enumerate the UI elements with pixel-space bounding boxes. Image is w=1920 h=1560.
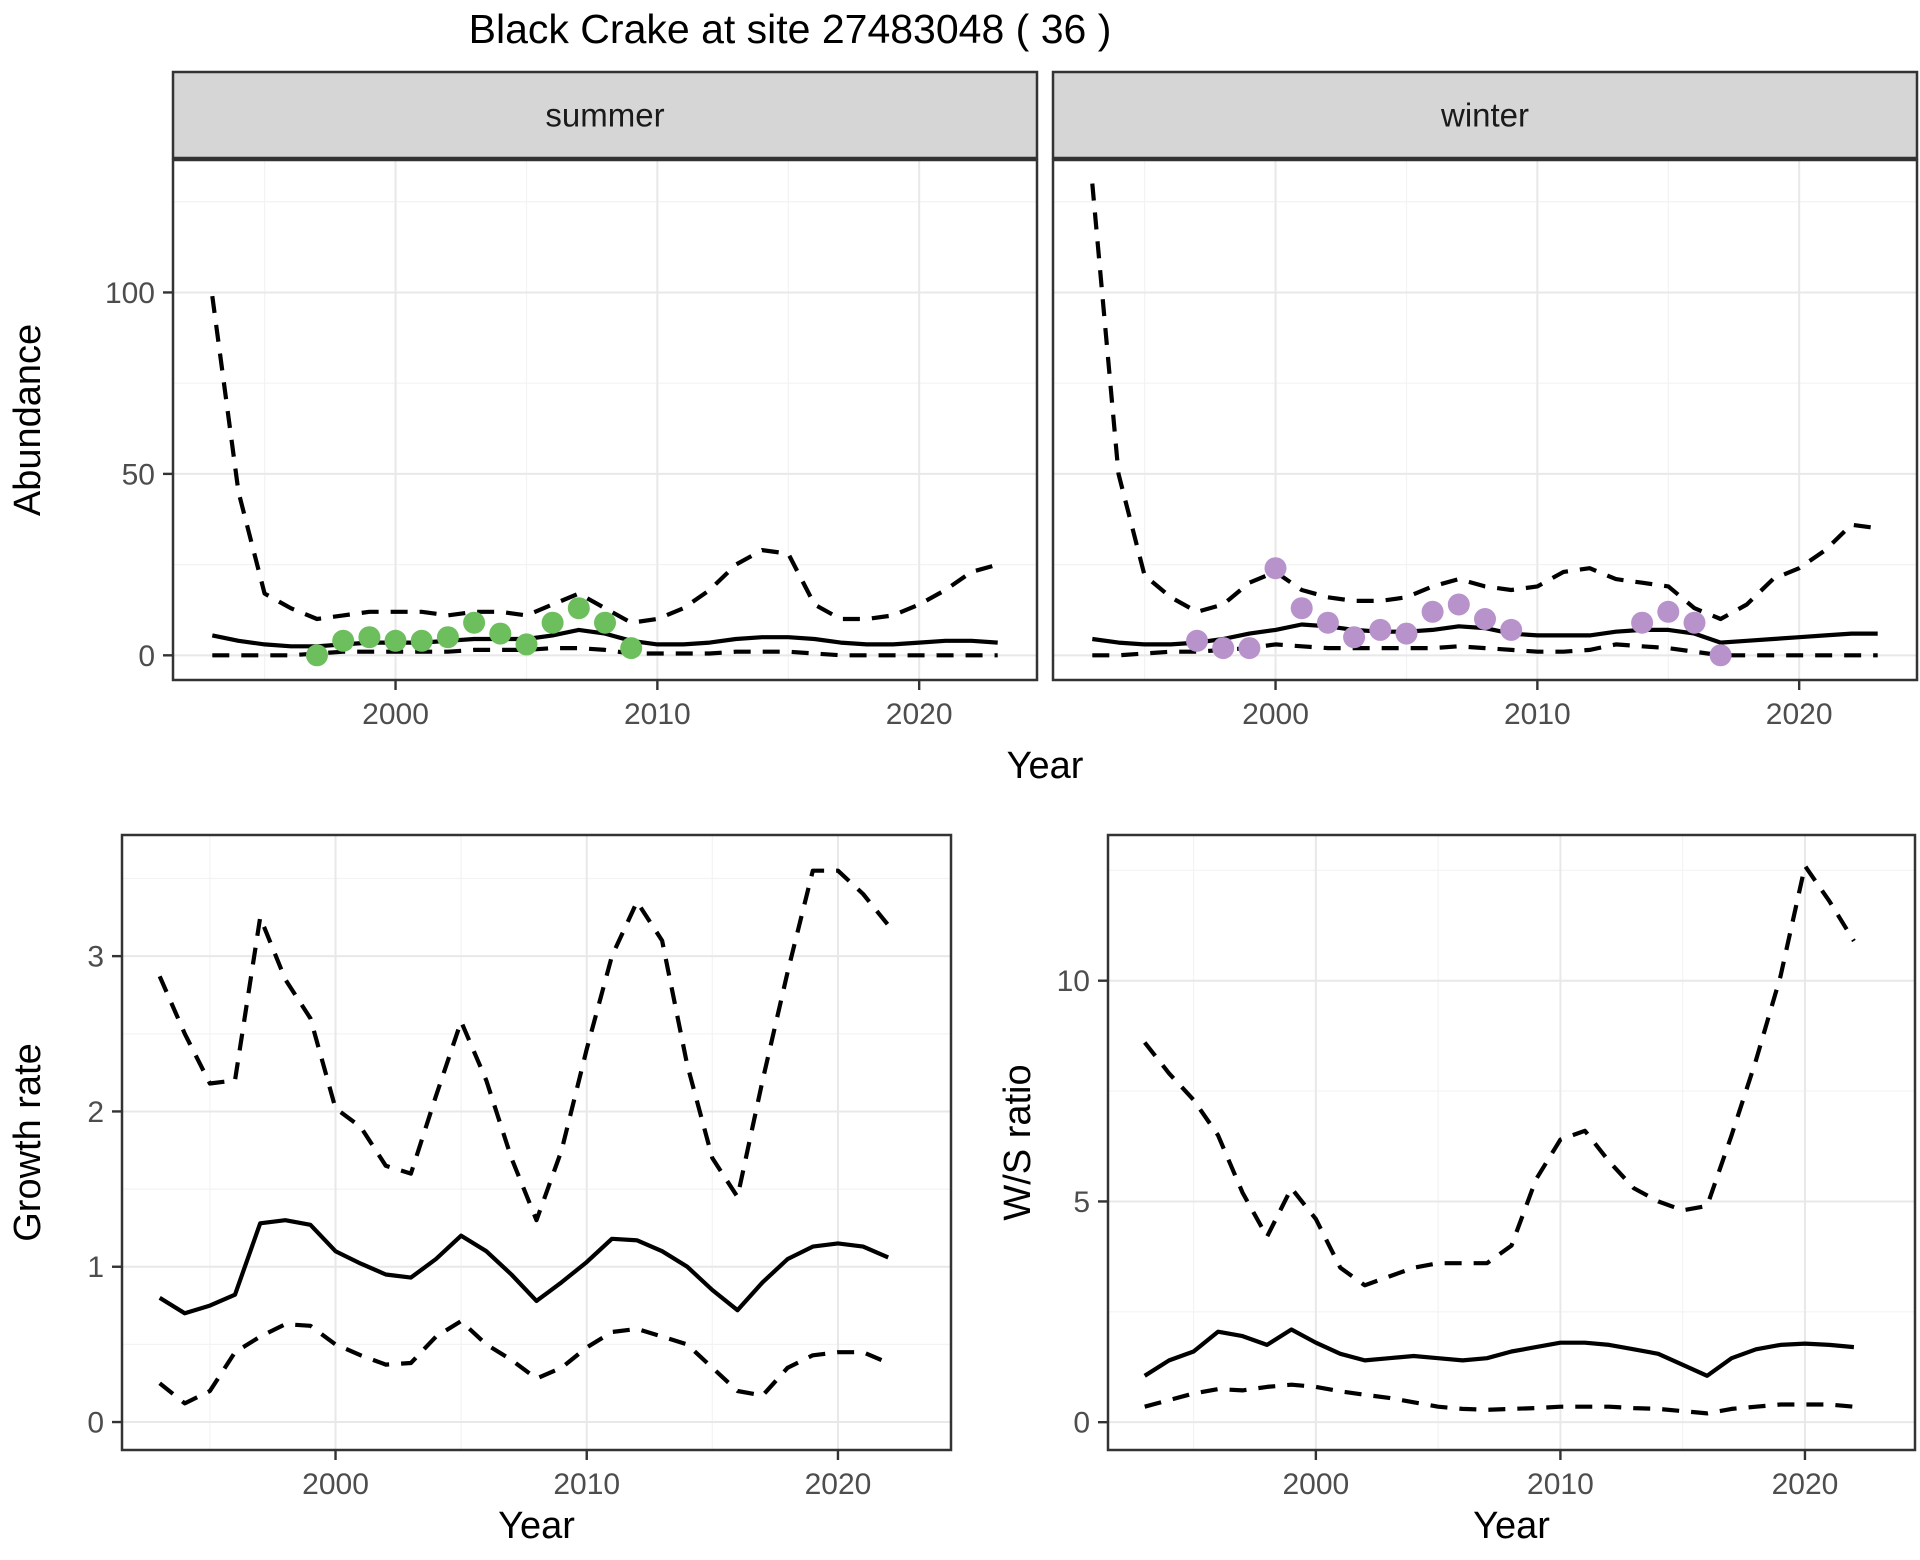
grid-major [122, 835, 951, 1450]
y-axis-title: Abundance [7, 324, 49, 516]
data-point [1290, 597, 1313, 620]
x-tick-label: 2000 [1282, 1468, 1349, 1501]
x-tick-label: 2020 [1772, 1468, 1839, 1501]
panel-border [171, 158, 1039, 682]
data-point [384, 629, 407, 652]
x-axis-title: Year [498, 1505, 575, 1547]
ci_upper-line [210, 295, 999, 625]
data-point [1709, 644, 1732, 667]
x-tick-label: 2020 [1766, 698, 1833, 731]
x-axis-title: Year [1473, 1505, 1550, 1547]
x-tick-label: 2000 [362, 698, 429, 731]
facet-strip [171, 70, 1039, 160]
panel-growth-rate: 2000 2010 2020 0 1 2 3 Growth rate Year [7, 833, 953, 1547]
x-tick-label: 2010 [553, 1468, 620, 1501]
x-tick-label: 2010 [1504, 698, 1571, 731]
y-tick-label: 5 [1073, 1186, 1090, 1219]
data-point [489, 622, 512, 645]
x-axis-ticks: 2000 2010 2020 [1282, 1450, 1838, 1501]
panel-background [1108, 835, 1915, 1450]
data-point [567, 597, 590, 620]
data-point [1395, 622, 1418, 645]
y-tick-label: 100 [105, 277, 155, 310]
x-tick-label: 2000 [1242, 698, 1309, 731]
x-tick-label: 2000 [302, 1468, 369, 1501]
data-point [1500, 618, 1523, 641]
data-point [1447, 593, 1470, 616]
data-point [1264, 557, 1287, 580]
data-point [515, 633, 538, 656]
y-axis-ticks: 0 1 2 3 [87, 941, 122, 1440]
grid-minor [122, 835, 951, 1450]
y-tick-label: 0 [87, 1407, 104, 1440]
y-tick-label: 0 [138, 640, 155, 673]
y-tick-label: 3 [87, 941, 104, 974]
data-point [541, 611, 564, 634]
panel-abundance-winter: winter 2000 2010 2020 [1051, 70, 1919, 731]
data-point [1343, 626, 1366, 649]
data-point [1316, 611, 1339, 634]
x-axis-ticks: 2000 2010 2020 [362, 680, 953, 731]
ci_lower-line [158, 1319, 890, 1406]
data-point [332, 629, 355, 652]
ci_upper-line [1090, 183, 1878, 622]
panel-border [1106, 833, 1917, 1452]
data-point [1631, 611, 1654, 634]
data-point [410, 629, 433, 652]
data-point [358, 626, 381, 649]
panel-border [1051, 158, 1919, 682]
panel-background [122, 835, 951, 1450]
grid-minor [1108, 835, 1915, 1450]
observed-counts-winter [1186, 557, 1732, 667]
y-tick-label: 50 [122, 458, 155, 491]
x-tick-label: 2010 [624, 698, 691, 731]
x-axis-ticks: 2000 2010 2020 [1242, 680, 1833, 731]
facet-strip [1051, 70, 1919, 160]
shared-x-axis-title: Year [1007, 745, 1084, 787]
x-tick-label: 2020 [805, 1468, 872, 1501]
y-tick-label: 10 [1057, 965, 1090, 998]
data-point [1369, 618, 1392, 641]
ci_upper-line [157, 868, 890, 1223]
y-axis-title: Growth rate [7, 1043, 49, 1242]
panel-ws-ratio: 2000 2010 2020 0 5 10 W/S ratio Year [997, 833, 1917, 1547]
panel-background [1053, 160, 1917, 680]
data-point [306, 644, 328, 667]
data-point [594, 611, 616, 634]
data-point [1474, 608, 1496, 630]
data-point [463, 611, 486, 634]
data-point [1212, 637, 1235, 660]
y-tick-label: 2 [87, 1096, 104, 1129]
data-point [1657, 600, 1680, 623]
fit-line [158, 1218, 890, 1316]
facet-strip-label: winter [1440, 97, 1529, 134]
data-point [620, 637, 643, 660]
y-tick-label: 0 [1073, 1407, 1090, 1440]
y-tick-label: 1 [87, 1251, 104, 1284]
panel-border [120, 833, 953, 1452]
x-tick-label: 2020 [886, 698, 953, 731]
x-tick-label: 2010 [1527, 1468, 1594, 1501]
observed-counts-summer [306, 597, 643, 667]
y-axis-ticks: 0 50 100 [105, 277, 173, 673]
panel-background [173, 160, 1037, 680]
data-point [1238, 637, 1261, 660]
x-axis-ticks: 2000 2010 2020 [302, 1450, 871, 1501]
facet-strip-label: summer [545, 97, 664, 134]
fit-line [1143, 1327, 1855, 1378]
data-point [1186, 629, 1208, 652]
data-point [436, 626, 459, 649]
grid-minor [1053, 160, 1917, 680]
y-axis-title: W/S ratio [997, 1064, 1039, 1220]
ci_lower-line [1144, 1382, 1855, 1416]
y-axis-ticks: 0 5 10 [1057, 965, 1108, 1440]
grid-minor [173, 160, 1037, 680]
page-title: Black Crake at site 27483048 ( 36 ) [468, 6, 1112, 52]
panel-abundance-summer: summer 2000 2010 2020 0 50 100 Abundance [7, 70, 1039, 731]
data-point [1683, 611, 1706, 634]
data-point [1421, 600, 1444, 623]
